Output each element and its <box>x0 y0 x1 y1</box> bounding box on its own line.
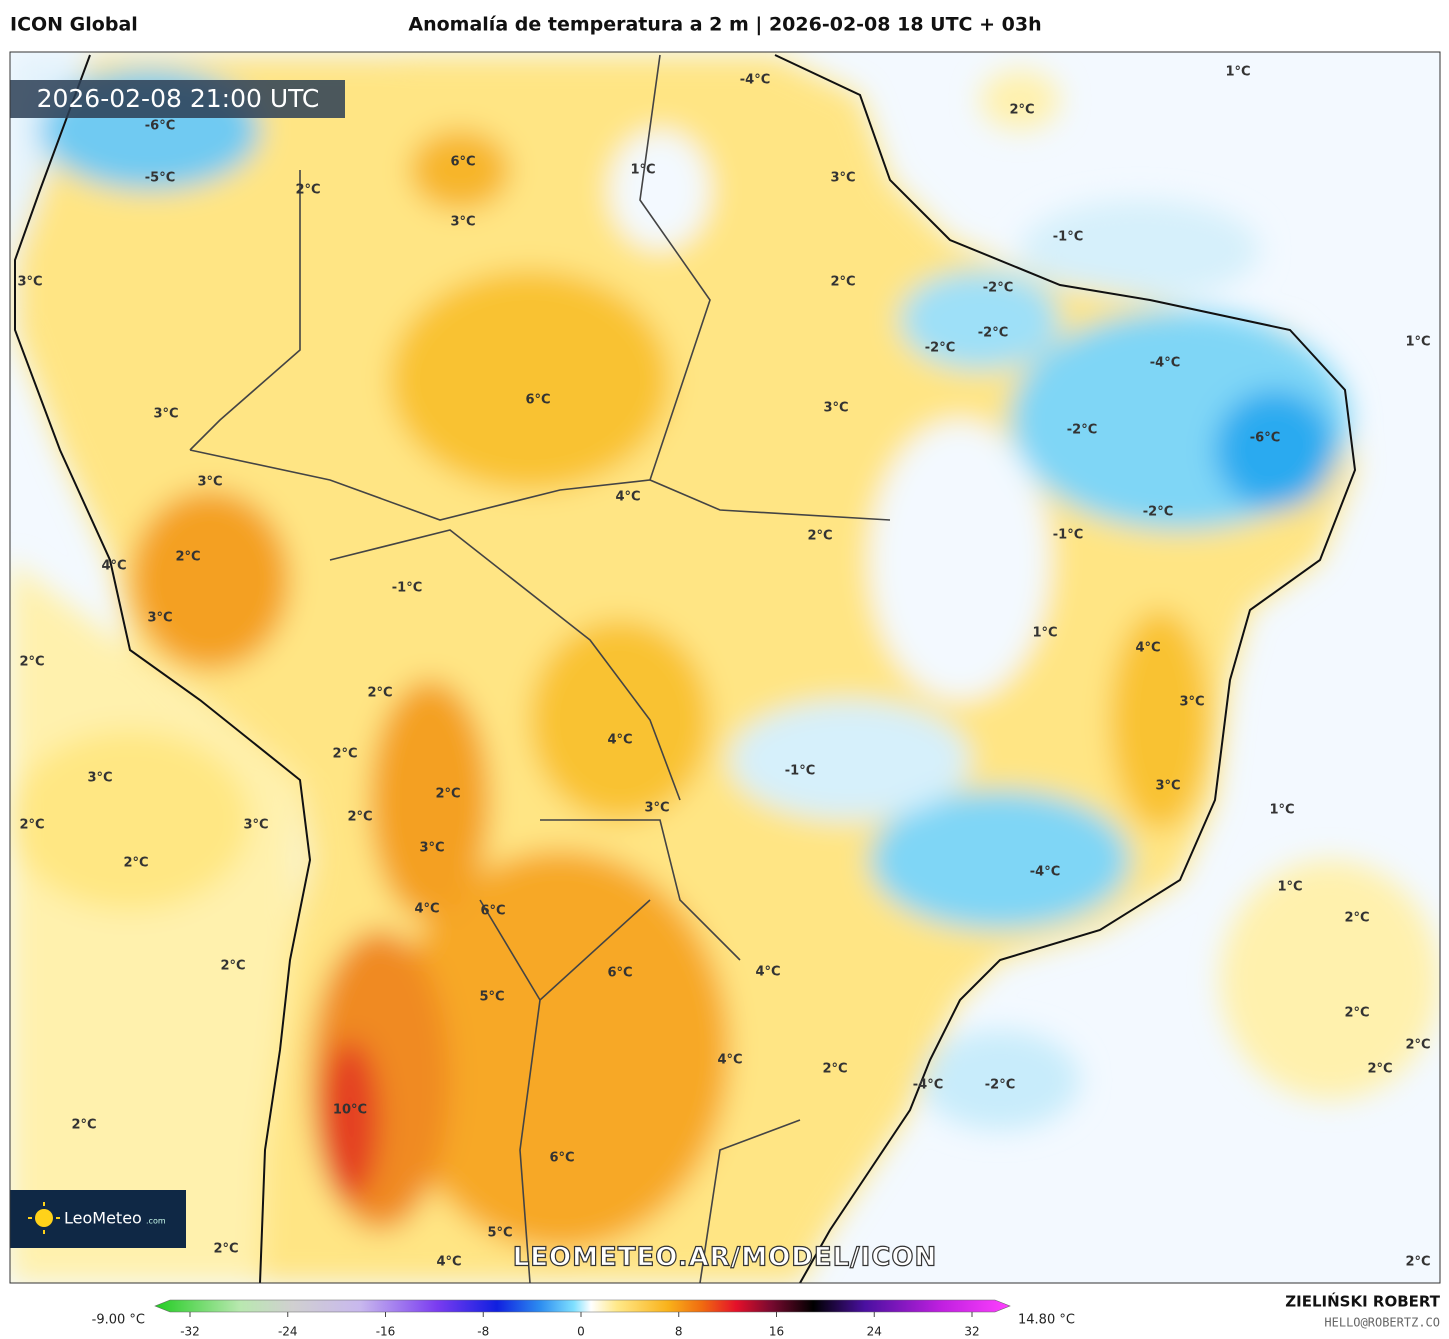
contour-label: 2°C <box>1405 1038 1430 1053</box>
contour-label: 1°C <box>1225 65 1250 80</box>
colorbar-tick-label: 16 <box>769 1325 784 1339</box>
colorbar: -9.00 °C 14.80 °C -32 -24 -16 -8 0 8 16 24 32 <box>92 1299 1075 1339</box>
contour-label: 10°C <box>333 1103 367 1118</box>
contour-label: 2°C <box>175 550 200 565</box>
contour-label: -1°C <box>1053 230 1083 245</box>
colorbar-min: -9.00 °C <box>92 1313 145 1328</box>
contour-label: 3°C <box>147 611 172 626</box>
contour-label: 4°C <box>607 733 632 748</box>
contour-label: 4°C <box>436 1255 461 1270</box>
contour-label: 2°C <box>1009 103 1034 118</box>
contact: HELLO@ROBERTZ.CO <box>1324 1316 1440 1330</box>
contour-label: 1°C <box>630 163 655 178</box>
contour-label: 3°C <box>153 407 178 422</box>
contour-label: -4°C <box>913 1078 943 1093</box>
contour-label: -2°C <box>1143 505 1173 520</box>
contour-label: 2°C <box>123 856 148 871</box>
colorbar-tick-label: -32 <box>180 1325 200 1339</box>
colorbar-tick-label: -24 <box>278 1325 298 1339</box>
contour-label: 3°C <box>1155 779 1180 794</box>
logo-name: LeoMeteo <box>64 1209 142 1228</box>
valid-time: 2026-02-08 21:00 UTC <box>37 84 320 113</box>
contour-label: 2°C <box>213 1242 238 1257</box>
contour-label: -6°C <box>1250 431 1280 446</box>
contour-label: -1°C <box>1053 528 1083 543</box>
map-title: Anomalía de temperatura a 2 m | 2026-02-… <box>408 14 1041 36</box>
watermark: LEOMETEO.AR/MODEL/ICON <box>513 1243 938 1273</box>
contour-label: 1°C <box>1277 880 1302 895</box>
colorbar-max: 14.80 °C <box>1018 1313 1075 1328</box>
contour-label: 2°C <box>822 1062 847 1077</box>
map-frame <box>9 51 1441 1284</box>
contour-label: 1°C <box>1269 803 1294 818</box>
contour-label: -1°C <box>392 581 422 596</box>
contour-label: 3°C <box>243 818 268 833</box>
contour-label: 2°C <box>347 810 372 825</box>
contour-label: 2°C <box>807 529 832 544</box>
contour-label: 3°C <box>87 771 112 786</box>
contour-label: 4°C <box>1135 641 1160 656</box>
contour-label: 2°C <box>19 818 44 833</box>
logo-suffix: .com <box>146 1217 166 1226</box>
contour-label: 2°C <box>1344 911 1369 926</box>
contour-labels: 1°C 2°C -6°C -4°C 6°C 1°C -5°C 3°C 2°C 3°C -1°C 3°C… <box>17 65 1430 1270</box>
contour-label: 3°C <box>644 801 669 816</box>
colorbar-tick-label: 8 <box>675 1325 683 1339</box>
contour-label: 4°C <box>414 902 439 917</box>
contour-label: 2°C <box>295 183 320 198</box>
colorbar-tick-label: 24 <box>867 1325 882 1339</box>
contour-label: 6°C <box>480 904 505 919</box>
colorbar-tick-label: 0 <box>577 1325 585 1339</box>
contour-label: -4°C <box>1030 865 1060 880</box>
contour-label: 2°C <box>435 787 460 802</box>
contour-label: 6°C <box>607 966 632 981</box>
contour-label: -2°C <box>983 281 1013 296</box>
contour-label: -5°C <box>145 171 175 186</box>
contour-label: 2°C <box>220 959 245 974</box>
contour-label: 2°C <box>1344 1006 1369 1021</box>
contour-label: -2°C <box>925 341 955 356</box>
contour-label: 4°C <box>101 559 126 574</box>
contour-label: 3°C <box>830 171 855 186</box>
contour-label: 2°C <box>71 1118 96 1133</box>
contour-label: -2°C <box>985 1078 1015 1093</box>
contour-label: 5°C <box>479 990 504 1005</box>
contour-label: 6°C <box>450 155 475 170</box>
colorbar-tick-label: -16 <box>376 1325 396 1339</box>
contour-label: 2°C <box>1367 1062 1392 1077</box>
contour-label: 6°C <box>549 1151 574 1166</box>
contour-label: 3°C <box>197 475 222 490</box>
contour-label: -2°C <box>1067 423 1097 438</box>
contour-label: 1°C <box>1405 335 1430 350</box>
contour-label: -6°C <box>145 119 175 134</box>
contour-label: -4°C <box>1150 356 1180 371</box>
contour-label: 4°C <box>717 1053 742 1068</box>
author: ZIELIŃSKI ROBERT <box>1285 1292 1440 1311</box>
contour-label: 4°C <box>615 490 640 505</box>
map: 1°C 2°C -6°C -4°C 6°C 1°C -5°C 3°C 2°C 3°C -1°C 3°C… <box>10 52 1440 1283</box>
contour-label: 5°C <box>487 1226 512 1241</box>
contour-label: 3°C <box>823 401 848 416</box>
contour-label: 3°C <box>17 275 42 290</box>
model-name: ICON Global <box>10 14 138 36</box>
contour-label: -2°C <box>978 326 1008 341</box>
contour-label: 2°C <box>332 747 357 762</box>
contour-label: 3°C <box>1179 695 1204 710</box>
colorbar-tick-label: 32 <box>964 1325 979 1339</box>
contour-label: 2°C <box>830 275 855 290</box>
contour-label: 4°C <box>755 965 780 980</box>
colorbar-tick-label: -8 <box>477 1325 489 1339</box>
contour-label: -1°C <box>785 764 815 779</box>
contour-label: 2°C <box>1405 1255 1430 1270</box>
contour-label: 1°C <box>1032 626 1057 641</box>
contour-label: 3°C <box>450 215 475 230</box>
contour-label: 2°C <box>19 655 44 670</box>
time-box <box>10 80 345 118</box>
contour-label: 6°C <box>525 393 550 408</box>
contour-label: 3°C <box>419 841 444 856</box>
contour-label: -4°C <box>740 73 770 88</box>
contour-label: 2°C <box>367 686 392 701</box>
